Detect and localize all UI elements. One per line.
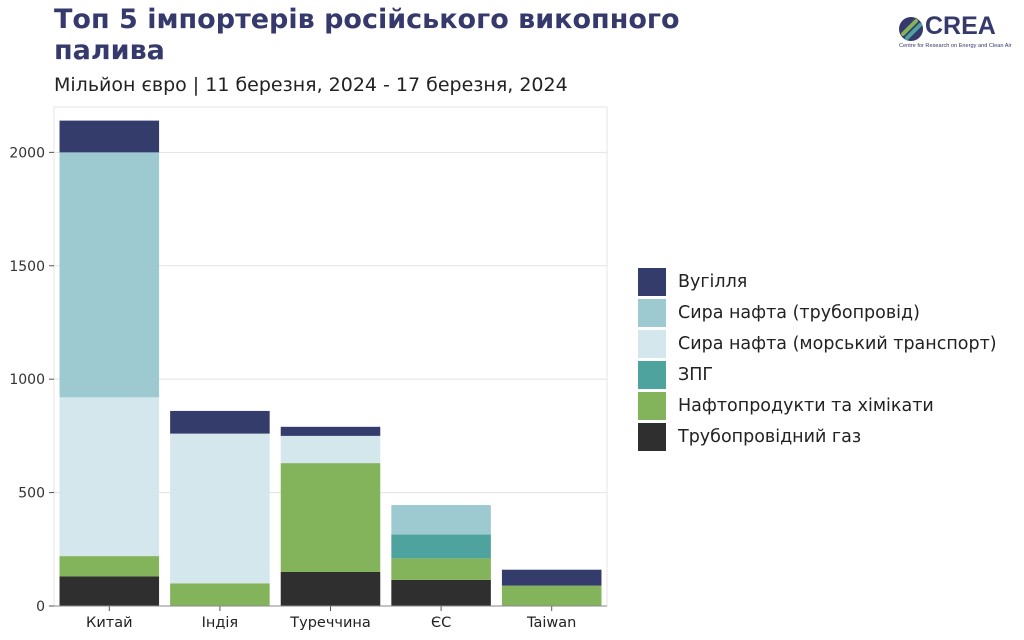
bar-oil_products-3: [391, 558, 491, 580]
bar-oil_products-4: [501, 585, 602, 606]
x-tick-label: Китай: [86, 615, 132, 631]
bar-coal-1: [170, 410, 270, 434]
legend-swatch: [638, 391, 666, 420]
y-tick-label: 0: [36, 599, 45, 615]
chart-legend: Вугілля Сира нафта (трубопровід) Сира нафт…: [638, 266, 997, 452]
chart-subtitle: Мільйон євро | 11 березня, 2024 - 17 бер…: [54, 74, 568, 96]
bar-coal-0: [59, 120, 160, 153]
bar-oil_products-1: [170, 583, 270, 606]
bar-crude_pipeline-0: [59, 152, 160, 398]
legend-item-crude_seaborne: Сира нафта (морський транспорт): [638, 328, 997, 359]
bar-coal-4: [501, 569, 602, 586]
legend-swatch: [638, 360, 666, 389]
x-tick-label: Туреччина: [289, 615, 371, 631]
y-tick-label: 2000: [9, 145, 45, 161]
bar-pipeline_gas-0: [59, 576, 160, 606]
bar-crude_seaborne-1: [170, 433, 270, 584]
crea-logo-tagline: Centre for Research on Energy and Clean …: [899, 43, 1012, 49]
y-tick-label: 1500: [9, 259, 45, 275]
x-tick-label: ЄС: [431, 615, 451, 631]
legend-label: Трубопровідний газ: [678, 426, 862, 447]
y-tick-label: 500: [18, 486, 45, 502]
bar-oil_products-2: [280, 463, 381, 572]
crea-logo-icon: [899, 17, 923, 41]
legend-item-pipeline_gas: Трубопровідний газ: [638, 421, 997, 452]
chart-title: Топ 5 імпортерів російського викопного п…: [54, 4, 680, 66]
bar-lng-3: [391, 534, 491, 559]
legend-swatch: [638, 267, 666, 296]
x-tick-label: Taiwan: [526, 615, 576, 631]
legend-item-coal: Вугілля: [638, 266, 997, 297]
bar-pipeline_gas-3: [391, 579, 491, 606]
legend-label: Сира нафта (трубопровід): [678, 302, 920, 323]
legend-item-crude_pipeline: Сира нафта (трубопровід): [638, 297, 997, 328]
legend-item-oil_products: Нафтопродукти та хімікати: [638, 390, 997, 421]
crea-logo: CREA Centre for Research on Energy and C…: [897, 12, 1012, 54]
bar-crude_seaborne-0: [59, 397, 160, 557]
legend-swatch: [638, 329, 666, 358]
bar-crude_pipeline-3: [391, 505, 491, 535]
bar-oil_products-0: [59, 556, 160, 577]
legend-item-lng: ЗПГ: [638, 359, 997, 390]
x-tick-label: Індія: [202, 615, 239, 631]
legend-label: Сира нафта (морський транспорт): [678, 333, 997, 354]
bar-coal-2: [280, 426, 381, 436]
y-tick-label: 1000: [9, 372, 45, 388]
legend-swatch: [638, 298, 666, 327]
legend-label: ЗПГ: [678, 364, 714, 385]
legend-label: Нафтопродукти та хімікати: [678, 395, 934, 416]
crea-logo-word: CREA: [925, 12, 996, 40]
bar-crude_seaborne-2: [280, 435, 381, 464]
legend-label: Вугілля: [678, 271, 748, 292]
legend-swatch: [638, 422, 666, 451]
bar-pipeline_gas-2: [280, 571, 381, 606]
